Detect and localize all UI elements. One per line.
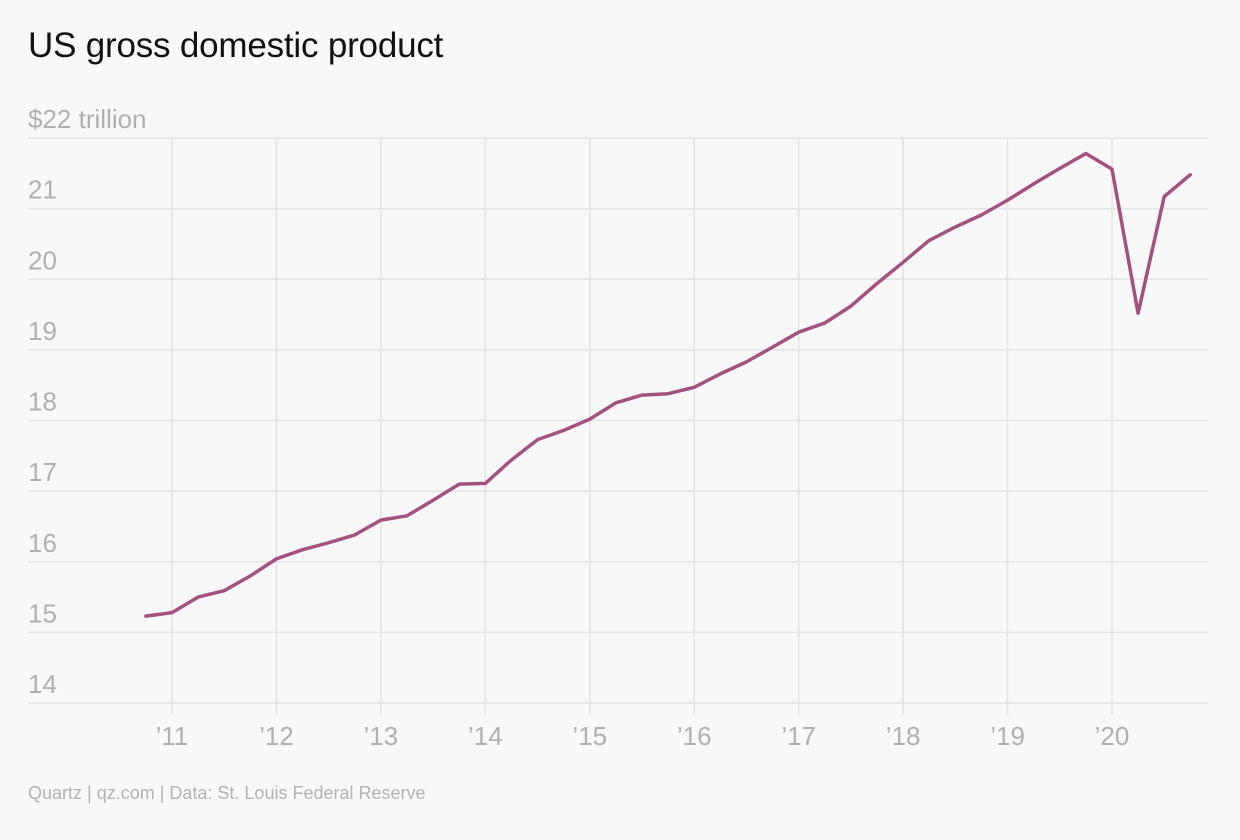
y-tick-label: 17 [28, 457, 57, 487]
y-tick-label: 14 [28, 669, 57, 699]
y-gridlines [28, 137, 1208, 704]
x-tick-label: ’18 [886, 721, 921, 751]
y-tick-label: 20 [28, 245, 57, 275]
y-tick-label: 21 [28, 175, 57, 205]
y-tick-label: 15 [28, 598, 57, 628]
x-tick-label: ’19 [990, 721, 1025, 751]
x-tick-label: ’11 [156, 721, 189, 751]
source-note: Quartz | qz.com | Data: St. Louis Federa… [28, 783, 426, 803]
gdp-series-line [144, 151, 1193, 618]
x-tick-label: ’15 [572, 721, 607, 751]
y-tick-label: 16 [28, 528, 57, 558]
y-tick-label: 19 [28, 316, 57, 346]
x-tick-label: ’17 [781, 721, 816, 751]
x-tick-labels: ’11 ’12 ’13 ’14 ’15 ’16 ’17 ’18 ’19 ’20 [156, 721, 1130, 751]
x-tick-label: ’13 [364, 721, 399, 751]
x-gridlines [171, 138, 1113, 715]
series-group [144, 151, 1193, 618]
x-tick-label: ’14 [468, 721, 503, 751]
y-tick-label: $22 trillion [28, 104, 147, 134]
x-tick-label: ’20 [1095, 721, 1130, 751]
y-tick-label: 18 [28, 387, 57, 417]
x-tick-label: ’12 [259, 721, 294, 751]
y-tick-labels: 14 15 16 17 18 19 20 21 $22 trillion [28, 104, 147, 699]
chart-title: US gross domestic product [28, 26, 444, 65]
x-tick-label: ’16 [677, 721, 712, 751]
